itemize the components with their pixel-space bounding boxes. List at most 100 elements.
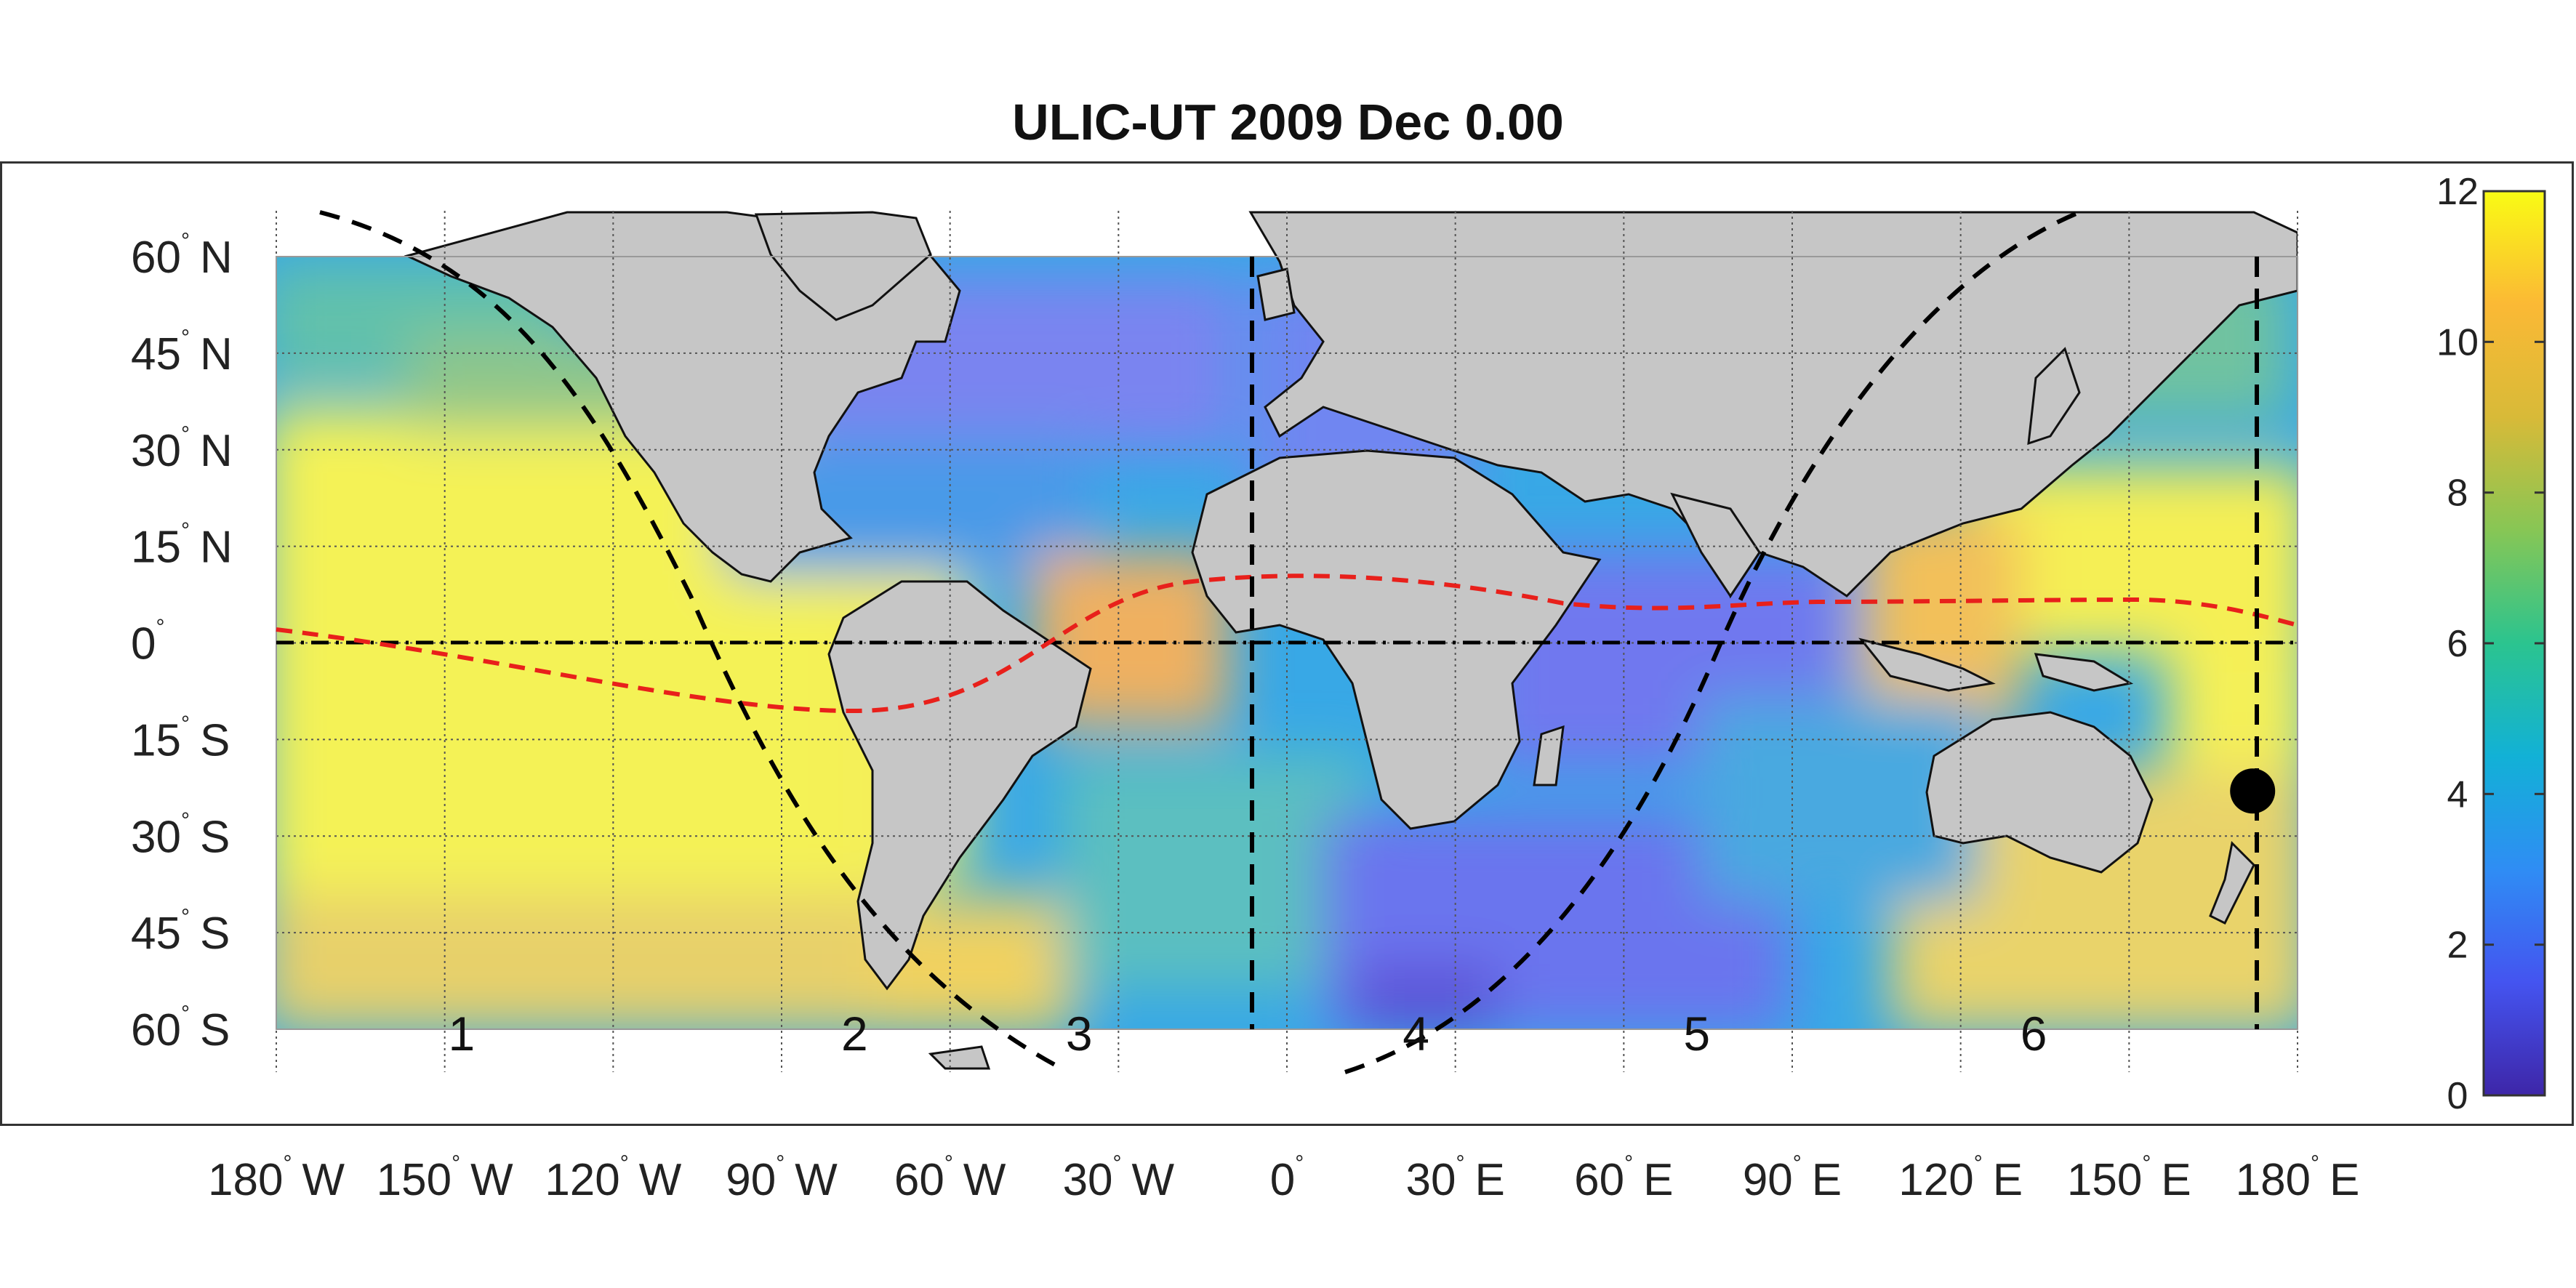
degree-symbol: ° — [156, 616, 164, 640]
degree-symbol: ° — [620, 1151, 629, 1175]
longitude-label: 60° E — [1574, 1151, 1673, 1205]
longitude-hemisphere: W — [795, 1155, 838, 1205]
landmasses — [404, 211, 2298, 1070]
longitude-hemisphere: E — [1474, 1155, 1504, 1205]
latitude-labels: 60° N45° N30° N15° N0°15° S30° S45° S60° S — [131, 229, 233, 1055]
longitude-label: 120° W — [545, 1151, 681, 1205]
region-labels: 1 2 3 4 5 6 — [448, 1007, 2047, 1060]
longitude-label: 90° W — [726, 1151, 838, 1205]
new-zealand-land — [2209, 840, 2255, 925]
longitude-hemisphere: W — [470, 1155, 513, 1205]
colorbar-tick-label: 6 — [2447, 623, 2468, 665]
colorbar-tick-label: 2 — [2447, 925, 2468, 967]
longitude-degree: 60 — [1574, 1155, 1624, 1205]
india-land — [1670, 492, 1761, 598]
new-guinea-land — [2034, 653, 2134, 692]
colorbar-tick-label: 4 — [2447, 773, 2468, 816]
degree-symbol: ° — [944, 1151, 953, 1175]
colorbar-tick-label: 8 — [2447, 472, 2468, 515]
figure-frame — [0, 161, 2574, 1126]
longitude-degree: 180 — [2236, 1155, 2311, 1205]
degree-symbol: ° — [1974, 1151, 1983, 1175]
longitude-label: 180° E — [2236, 1151, 2360, 1205]
colorbar-ticks: 0 2 4 6 8 10 12 — [2436, 171, 2545, 1117]
longitude-label: 60° W — [894, 1151, 1006, 1205]
latitude-label: 45° N — [131, 326, 233, 379]
longitude-hemisphere: E — [2330, 1155, 2359, 1205]
antarctica-fragment — [928, 1045, 991, 1070]
latitude-label: 60° S — [131, 1002, 230, 1055]
latitude-degree: 60 — [131, 233, 181, 283]
latitude-degree: 60 — [131, 1005, 181, 1055]
region-number: 2 — [841, 1007, 868, 1060]
longitude-hemisphere: W — [639, 1155, 682, 1205]
latitude-label: 60° N — [131, 229, 233, 283]
region-number: 5 — [1683, 1007, 1710, 1060]
longitude-label: 180° W — [208, 1151, 345, 1205]
africa-land — [1191, 449, 1602, 830]
longitude-hemisphere: E — [1643, 1155, 1673, 1205]
latitude-degree: 30 — [131, 426, 181, 476]
longitude-hemisphere: E — [1993, 1155, 2023, 1205]
degree-symbol: ° — [776, 1151, 785, 1175]
longitude-degree: 90 — [1743, 1155, 1793, 1205]
indonesia-land — [1858, 637, 1996, 692]
degree-symbol: ° — [181, 712, 190, 736]
degree-symbol: ° — [181, 326, 190, 350]
longitude-hemisphere: W — [302, 1155, 345, 1205]
latitude-label: 30° N — [131, 422, 233, 476]
colorbar-tick-label: 10 — [2436, 321, 2479, 363]
longitude-label: 120° E — [1898, 1151, 2023, 1205]
terminator-west — [319, 210, 1063, 1071]
terminator-east — [1344, 210, 2081, 1074]
latitude-degree: 45 — [131, 909, 181, 959]
degree-symbol: ° — [2142, 1151, 2151, 1175]
australia-land — [1925, 711, 2154, 874]
longitude-label: 0° — [1270, 1151, 1304, 1205]
longitude-hemisphere: W — [1132, 1155, 1175, 1205]
japan-land — [2027, 347, 2081, 446]
longitude-degree: 150 — [377, 1155, 452, 1205]
longitude-degree: 30 — [1406, 1155, 1456, 1205]
magnetic-equator — [276, 573, 2298, 714]
colorbar: 0 2 4 6 8 10 12 — [2436, 171, 2546, 1117]
local-time-marker — [2230, 768, 2276, 814]
british-isles-land — [1256, 267, 1296, 321]
degree-symbol: ° — [1113, 1151, 1122, 1175]
colorbar-tick-label: 12 — [2436, 171, 2479, 213]
latitude-hemisphere: S — [200, 909, 230, 959]
latitude-label: 30° S — [131, 808, 230, 862]
latitude-degree: 30 — [131, 812, 181, 862]
longitude-degree: 30 — [1063, 1155, 1113, 1205]
degree-symbol: ° — [1793, 1151, 1802, 1175]
longitude-label: 30° E — [1406, 1151, 1505, 1205]
degree-symbol: ° — [181, 229, 190, 253]
degree-symbol: ° — [181, 808, 190, 832]
longitude-hemisphere: W — [963, 1155, 1006, 1205]
latitude-degree: 45 — [131, 329, 181, 379]
latitude-hemisphere: N — [200, 426, 233, 476]
latitude-label: 45° S — [131, 905, 230, 959]
longitude-degree: 180 — [208, 1155, 283, 1205]
degree-symbol: ° — [452, 1151, 460, 1175]
latitude-label: 0° — [131, 616, 164, 669]
degree-symbol: ° — [283, 1151, 292, 1175]
region-number: 3 — [1066, 1007, 1093, 1060]
latitude-label: 15° S — [131, 712, 230, 765]
south-america-land — [827, 580, 1092, 991]
latitude-degree: 15 — [131, 715, 181, 765]
longitude-labels: 180° W 150° W 120° W 90° W 60° W 30° W 0° 30° E 60° E 90°… — [208, 1151, 2359, 1205]
longitude-label: 150° E — [2067, 1151, 2191, 1205]
region-number: 1 — [448, 1007, 475, 1060]
degree-symbol: ° — [1624, 1151, 1633, 1175]
latitude-hemisphere: N — [200, 329, 233, 379]
latitude-hemisphere: S — [200, 715, 230, 765]
longitude-hemisphere: E — [1812, 1155, 1842, 1205]
latitude-label: 15° N — [131, 519, 233, 573]
degree-symbol: ° — [181, 519, 190, 543]
region-number: 6 — [2021, 1007, 2047, 1060]
degree-symbol: ° — [1456, 1151, 1464, 1175]
latitude-degree: 15 — [131, 523, 181, 573]
longitude-label: 150° W — [377, 1151, 513, 1205]
greenland-land — [754, 211, 932, 321]
